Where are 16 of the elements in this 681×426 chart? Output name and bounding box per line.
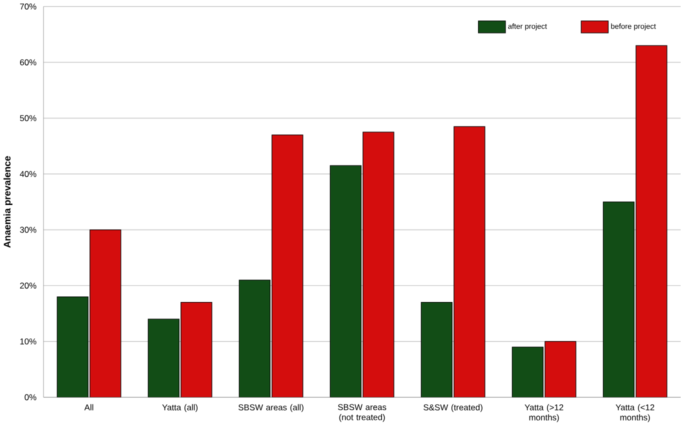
x-tick-label: All <box>84 404 94 410</box>
x-tick-label: Yatta (<12 months) <box>616 404 654 422</box>
y-tick-label: 50% <box>20 115 36 122</box>
y-tick-label: 0% <box>24 394 36 400</box>
y-tick-label: 30% <box>20 226 36 233</box>
y-axis-title: Anaemia prevalence <box>4 156 12 248</box>
y-tick-label: 60% <box>20 60 36 66</box>
x-tick-label: Yatta (all) <box>162 404 198 412</box>
x-tick-label: Yatta (>12 months) <box>524 404 564 422</box>
x-tick-label: SBSW areas (not treated) <box>338 404 386 422</box>
y-tick-label: 10% <box>20 338 36 345</box>
y-tick-label: 70% <box>20 4 36 10</box>
y-tick-label: 40% <box>20 171 36 178</box>
y-tick-label: 20% <box>20 282 36 289</box>
x-tick-label: SBSW areas (all) <box>238 404 304 412</box>
x-tick-label: S&SW (treated) <box>424 404 482 412</box>
